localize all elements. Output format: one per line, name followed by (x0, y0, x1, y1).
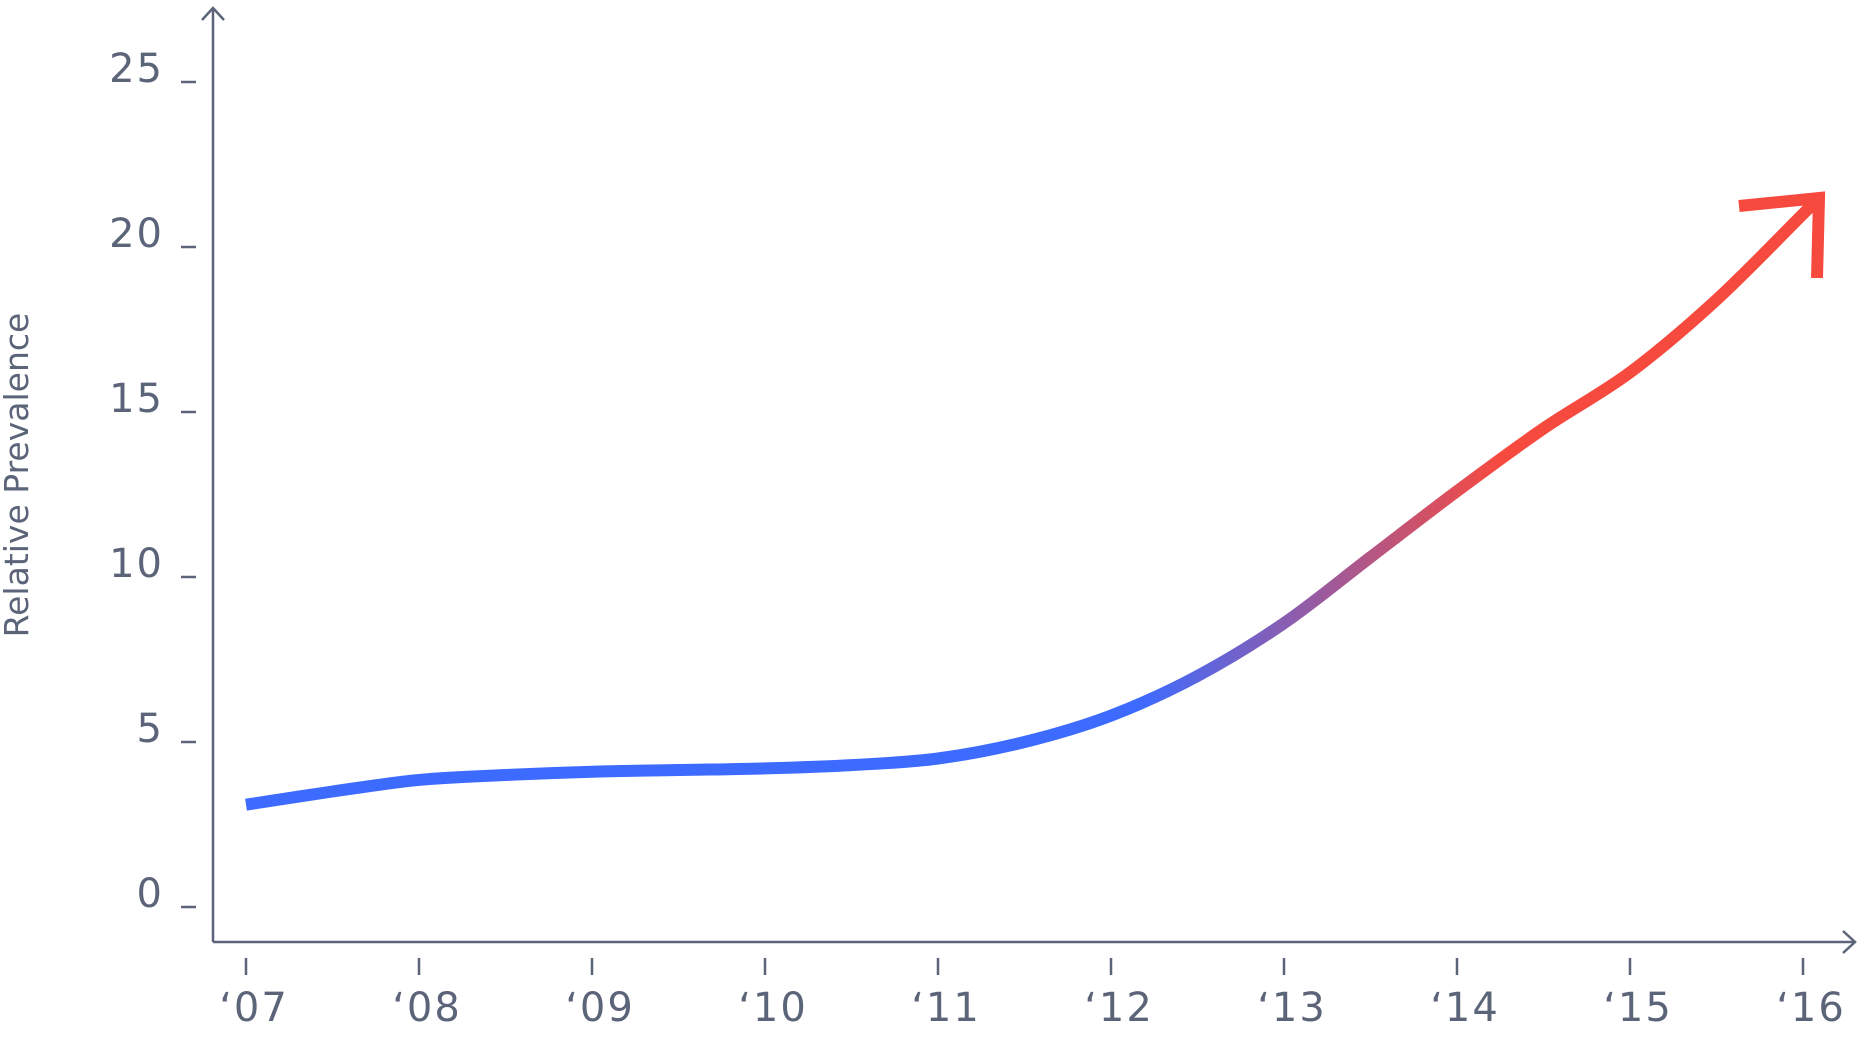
x-tick-label: ‘11 (911, 985, 981, 1031)
y-axis-arrowhead (201, 6, 225, 21)
x-tick-label: ‘14 (1430, 985, 1500, 1031)
y-tick-label: 15 (109, 376, 164, 422)
series-line (245, 209, 1808, 811)
y-axis-title: Relative Prevalence (0, 313, 36, 638)
tick-marks (181, 80, 1805, 975)
axes (201, 6, 1857, 954)
tick-labels: 0 5 10 15 20 25 ‘07 ‘08 ‘09 ‘10 ‘11 ‘12 ‘13 ‘14 ‘15 ‘16 (109, 46, 1846, 1031)
y-tick-label: 25 (109, 46, 164, 92)
x-axis-arrowhead (1842, 930, 1857, 954)
y-tick-label: 5 (137, 706, 164, 752)
x-tick-label: ‘09 (565, 985, 635, 1031)
x-tick-label: ‘10 (738, 985, 808, 1031)
x-tick-label: ‘12 (1084, 985, 1154, 1031)
x-tick-label: ‘15 (1603, 985, 1673, 1031)
x-tick-label: ‘16 (1776, 985, 1846, 1031)
y-tick-label: 20 (109, 211, 164, 257)
x-tick-label: ‘08 (392, 985, 462, 1031)
series-end-segment (1797, 192, 1825, 220)
x-tick-label: ‘07 (219, 985, 289, 1031)
y-tick-label: 0 (137, 871, 164, 917)
y-tick-label: 10 (109, 541, 164, 587)
x-tick-label: ‘13 (1257, 985, 1327, 1031)
series (245, 191, 1826, 811)
